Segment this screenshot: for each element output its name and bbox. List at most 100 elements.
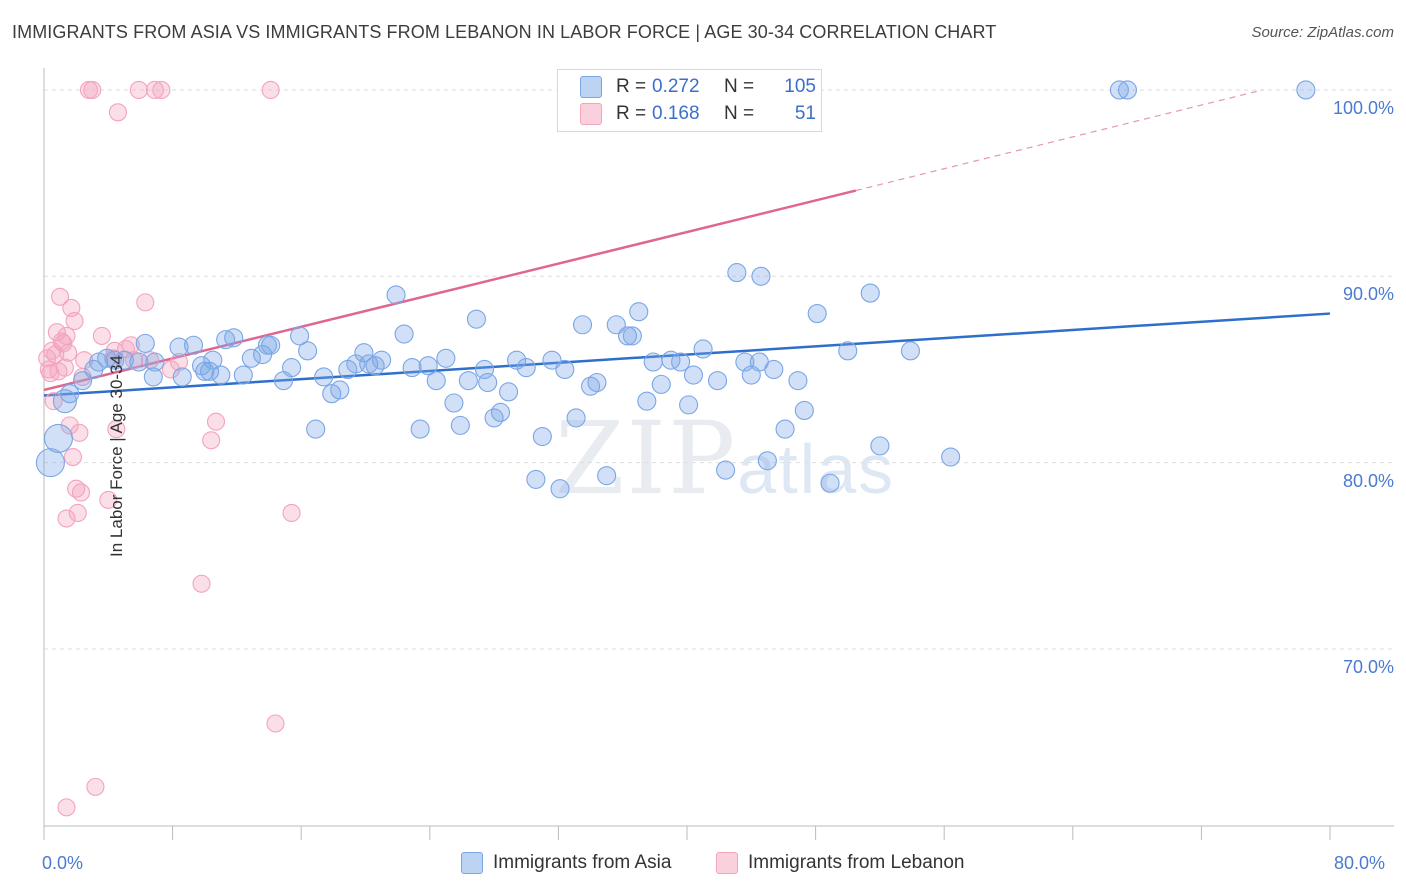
asia-point: [526, 469, 546, 489]
trend-lines: [43, 89, 1331, 397]
x-tick-max: 80.0%: [1334, 853, 1386, 873]
asia-point: [129, 352, 149, 372]
asia-point: [200, 361, 220, 381]
asia-point: [216, 330, 236, 350]
asia-points: [35, 80, 1316, 499]
asia-point: [60, 384, 80, 404]
asia-point: [145, 352, 165, 372]
asia-point: [679, 395, 699, 415]
asia-point: [555, 359, 575, 380]
lebanon-swatch: [580, 103, 602, 125]
lebanon-points: [38, 80, 301, 817]
lebanon-point: [47, 323, 66, 342]
asia-point: [224, 328, 244, 348]
asia-point: [172, 367, 192, 387]
asia-point: [105, 350, 125, 370]
lebanon-point: [51, 287, 70, 306]
lebanon-point: [282, 503, 301, 522]
lebanon-point: [70, 423, 89, 442]
asia-point: [637, 391, 657, 411]
asia-point: [580, 376, 601, 396]
watermark: ZIPatlas: [555, 400, 895, 517]
asia-swatch: [580, 76, 602, 98]
asia-point: [418, 356, 438, 376]
asia-point: [290, 326, 310, 346]
lebanon-point: [206, 412, 226, 431]
lebanon-point: [83, 80, 102, 100]
asia-point: [757, 451, 777, 471]
n-label: N =: [724, 103, 755, 125]
lebanon-point: [136, 293, 155, 312]
y-axis-label: In Labor Force | Age 30-34: [106, 355, 126, 557]
lebanon-point: [57, 509, 76, 528]
lebanon-point: [192, 574, 211, 593]
asia-point: [693, 339, 713, 359]
lebanon-point: [202, 431, 221, 450]
asia-point: [643, 352, 663, 372]
asia-point: [707, 371, 728, 391]
lebanon-point: [57, 326, 76, 345]
asia-point: [359, 354, 379, 374]
asia-point: [941, 447, 961, 467]
asia-point: [354, 343, 374, 363]
lebanon-point: [92, 326, 111, 345]
asia-point: [43, 423, 74, 453]
lebanon-trend-line: [43, 189, 857, 392]
asia-point: [241, 348, 261, 368]
asia-point: [330, 380, 350, 400]
asia-point: [314, 367, 334, 387]
lebanon-point: [63, 447, 82, 467]
asia-point: [661, 350, 681, 370]
bottom-legend-lebanon: Immigrants from Lebanon: [716, 852, 965, 874]
lebanon-point: [57, 798, 76, 817]
asia-point: [444, 393, 464, 413]
asia-point: [183, 335, 204, 355]
asia-point: [169, 337, 189, 357]
asia-point: [450, 415, 470, 435]
asia-point: [516, 358, 536, 378]
lebanon-point: [169, 352, 189, 372]
asia-point: [458, 371, 478, 391]
lebanon-point: [261, 80, 280, 100]
asia-point: [860, 283, 880, 303]
asia-point: [386, 285, 406, 305]
asia-point: [1109, 80, 1129, 100]
asia-point: [1117, 80, 1138, 100]
asia-point: [426, 371, 446, 391]
lebanon-point: [65, 311, 84, 331]
asia-point: [402, 358, 422, 378]
asia-point: [651, 374, 671, 394]
asia-point: [372, 350, 392, 370]
asia-point: [394, 324, 414, 344]
asia-point: [542, 350, 562, 370]
asia-point: [764, 359, 784, 380]
correlation-legend: R = 0.272 N = 105 R = 0.168 N = 51: [557, 69, 822, 132]
lebanon-point: [129, 80, 148, 100]
asia-point: [507, 350, 527, 370]
asia-point: [597, 466, 617, 486]
asia-point: [211, 365, 231, 385]
asia-point: [838, 341, 858, 361]
asia-point: [195, 361, 215, 381]
n-label: N =: [724, 76, 755, 98]
asia-point: [135, 333, 155, 353]
y-tick-label: 80.0%: [1342, 470, 1394, 491]
lebanon-legend-label: Immigrants from Lebanon: [748, 852, 965, 874]
asia-point: [550, 479, 570, 499]
lebanon-point: [68, 503, 87, 522]
chart-title: IMMIGRANTS FROM ASIA VS IMMIGRANTS FROM …: [12, 22, 997, 42]
asia-n-value: 105: [784, 76, 816, 98]
bottom-legend-asia: Immigrants from Asia: [461, 852, 671, 874]
lebanon-trend-extension: [855, 89, 1263, 192]
asia-point: [870, 436, 890, 456]
asia-point: [629, 302, 649, 322]
lebanon-point: [108, 103, 127, 122]
asia-point: [466, 309, 486, 329]
asia-point: [298, 341, 318, 361]
asia-point: [727, 263, 747, 283]
asia-point: [775, 419, 795, 439]
lebanon-legend-swatch: [716, 852, 738, 874]
asia-point: [622, 326, 642, 346]
asia-point: [114, 350, 134, 370]
